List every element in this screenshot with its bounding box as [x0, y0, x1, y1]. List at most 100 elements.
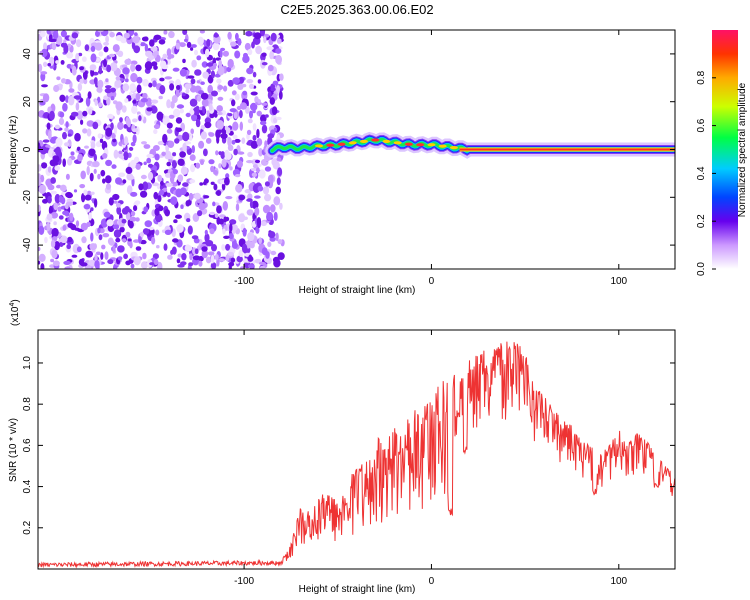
noise-speckle: [227, 251, 234, 256]
spectrogram-x-axis-label: Height of straight line (km): [299, 285, 416, 296]
noise-speckle: [182, 58, 186, 64]
noise-speckle: [244, 42, 251, 51]
noise-speckle: [205, 240, 214, 247]
y-tick-label: -40: [22, 237, 33, 252]
noise-speckle: [200, 125, 206, 130]
noise-speckle: [158, 205, 164, 212]
noise-speckle: [62, 158, 66, 167]
noise-speckle: [112, 224, 120, 230]
noise-speckle: [188, 262, 194, 267]
noise-speckle: [171, 160, 177, 168]
ridge-blob: [427, 143, 436, 147]
noise-speckle: [273, 211, 278, 221]
noise-speckle: [93, 168, 97, 174]
noise-speckle: [83, 189, 88, 196]
noise-speckle: [67, 133, 72, 137]
noise-speckle: [41, 162, 48, 169]
noise-speckle: [76, 246, 82, 253]
noise-speckle: [151, 99, 159, 104]
noise-speckle: [140, 239, 147, 245]
noise-speckle: [126, 185, 133, 195]
noise-speckle: [52, 155, 60, 161]
noise-speckle: [232, 77, 240, 85]
noise-speckle: [54, 193, 61, 204]
noise-speckle: [86, 128, 92, 137]
noise-speckle: [198, 255, 204, 262]
noise-speckle: [130, 72, 138, 83]
noise-speckle: [233, 111, 238, 120]
noise-speckle: [262, 204, 271, 214]
noise-speckle: [71, 254, 78, 258]
noise-speckle: [121, 64, 128, 68]
spectrogram-y-axis-label: Frequency (Hz): [8, 116, 19, 185]
noise-speckle: [146, 157, 152, 164]
noise-speckle: [115, 35, 123, 42]
noise-speckle: [80, 170, 86, 180]
noise-speckle: [132, 118, 138, 123]
noise-speckle: [95, 30, 100, 37]
noise-speckle: [79, 184, 86, 189]
noise-speckle: [97, 133, 103, 139]
noise-speckle: [73, 189, 78, 193]
noise-speckle: [155, 229, 160, 236]
x-tick-label: 0: [429, 276, 435, 287]
noise-speckle: [188, 192, 194, 201]
noise-speckle: [124, 78, 129, 83]
noise-speckle: [115, 237, 121, 243]
noise-speckle: [273, 196, 281, 206]
noise-speckle: [169, 83, 175, 91]
noise-speckle: [79, 78, 85, 84]
noise-speckle: [245, 30, 253, 37]
noise-speckle: [189, 154, 196, 162]
ridge-blob: [337, 142, 346, 146]
noise-speckle: [182, 142, 187, 152]
noise-speckle: [130, 63, 136, 72]
noise-speckle: [38, 246, 41, 252]
noise-speckle: [97, 173, 101, 180]
noise-speckle: [60, 30, 67, 38]
noise-speckle: [223, 235, 230, 239]
noise-speckle: [194, 248, 199, 255]
noise-speckle: [235, 183, 243, 193]
snr-frame: [37, 329, 676, 570]
noise-speckle: [150, 46, 158, 52]
noise-speckle: [38, 184, 47, 194]
ridge-blob: [382, 139, 391, 143]
noise-speckle: [130, 211, 136, 217]
noise-speckle: [64, 142, 70, 147]
noise-speckle: [258, 147, 263, 157]
noise-speckle: [99, 138, 104, 143]
noise-speckle: [125, 231, 131, 238]
noise-speckle: [275, 54, 282, 65]
noise-speckle: [143, 161, 147, 166]
noise-speckle: [264, 181, 270, 187]
noise-speckle: [215, 190, 222, 196]
noise-speckle: [277, 252, 285, 260]
noise-speckle: [143, 144, 151, 149]
noise-speckle: [268, 231, 276, 239]
noise-speckle: [63, 260, 71, 265]
noise-speckle: [95, 251, 101, 256]
noise-speckle: [94, 42, 103, 51]
noise-speckle: [190, 164, 196, 173]
noise-speckle: [221, 244, 226, 251]
noise-speckle: [55, 146, 61, 156]
noise-speckle: [118, 150, 123, 154]
noise-speckle: [191, 235, 199, 240]
noise-speckle: [264, 166, 272, 172]
noise-speckle: [100, 30, 109, 37]
noise-speckle: [69, 212, 74, 222]
noise-speckle: [105, 85, 112, 89]
noise-speckle: [199, 182, 204, 186]
noise-speckle: [196, 80, 201, 84]
noise-speckle: [189, 179, 196, 184]
noise-speckle: [154, 207, 160, 216]
noise-speckle: [220, 133, 228, 139]
noise-speckle: [230, 257, 236, 263]
noise-speckle: [108, 197, 114, 206]
noise-speckle: [192, 255, 201, 261]
noise-speckle: [213, 183, 218, 191]
noise-speckle: [142, 181, 149, 191]
noise-speckle: [223, 216, 227, 223]
noise-speckle: [42, 139, 50, 143]
